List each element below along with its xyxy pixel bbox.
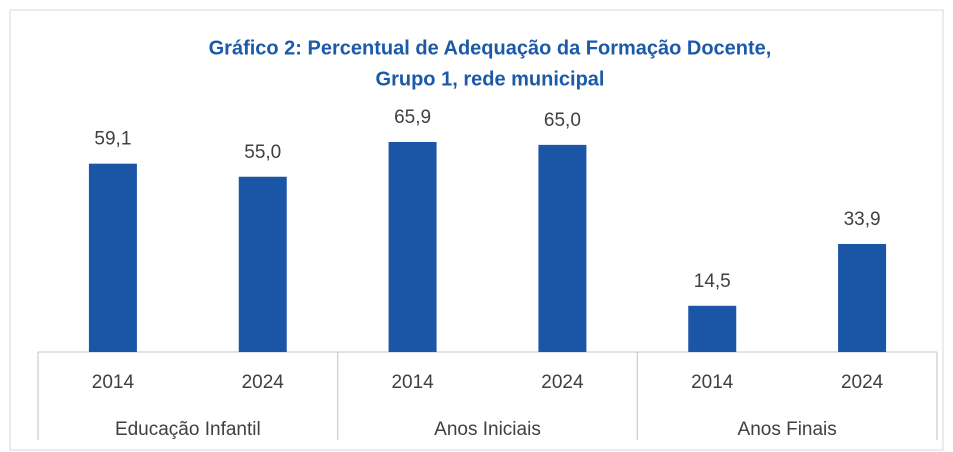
data-label: 65,0	[544, 110, 581, 131]
bar	[388, 142, 437, 352]
group-label: Anos Iniciais	[434, 419, 541, 440]
x-tick-label: 2024	[242, 372, 285, 393]
data-label: 55,0	[244, 142, 281, 163]
group-label: Educação Infantil	[115, 419, 261, 440]
chart-title: Grupo 1, rede municipal	[376, 68, 605, 90]
bar	[238, 176, 287, 352]
bar	[688, 305, 737, 352]
bar	[838, 243, 887, 352]
data-label: 33,9	[844, 209, 881, 230]
data-label: 59,1	[94, 129, 131, 150]
data-label: 14,5	[694, 271, 731, 292]
x-tick-label: 2014	[691, 372, 734, 393]
x-tick-label: 2024	[541, 372, 584, 393]
x-tick-label: 2024	[841, 372, 884, 393]
group-label: Anos Finais	[738, 419, 837, 440]
bar	[538, 144, 587, 352]
chart-frame	[9, 9, 944, 451]
data-label: 65,9	[394, 107, 431, 128]
x-tick-label: 2014	[92, 372, 135, 393]
chart-title: Gráfico 2: Percentual de Adequação da Fo…	[209, 37, 772, 59]
bar	[88, 163, 137, 352]
x-tick-label: 2014	[391, 372, 434, 393]
